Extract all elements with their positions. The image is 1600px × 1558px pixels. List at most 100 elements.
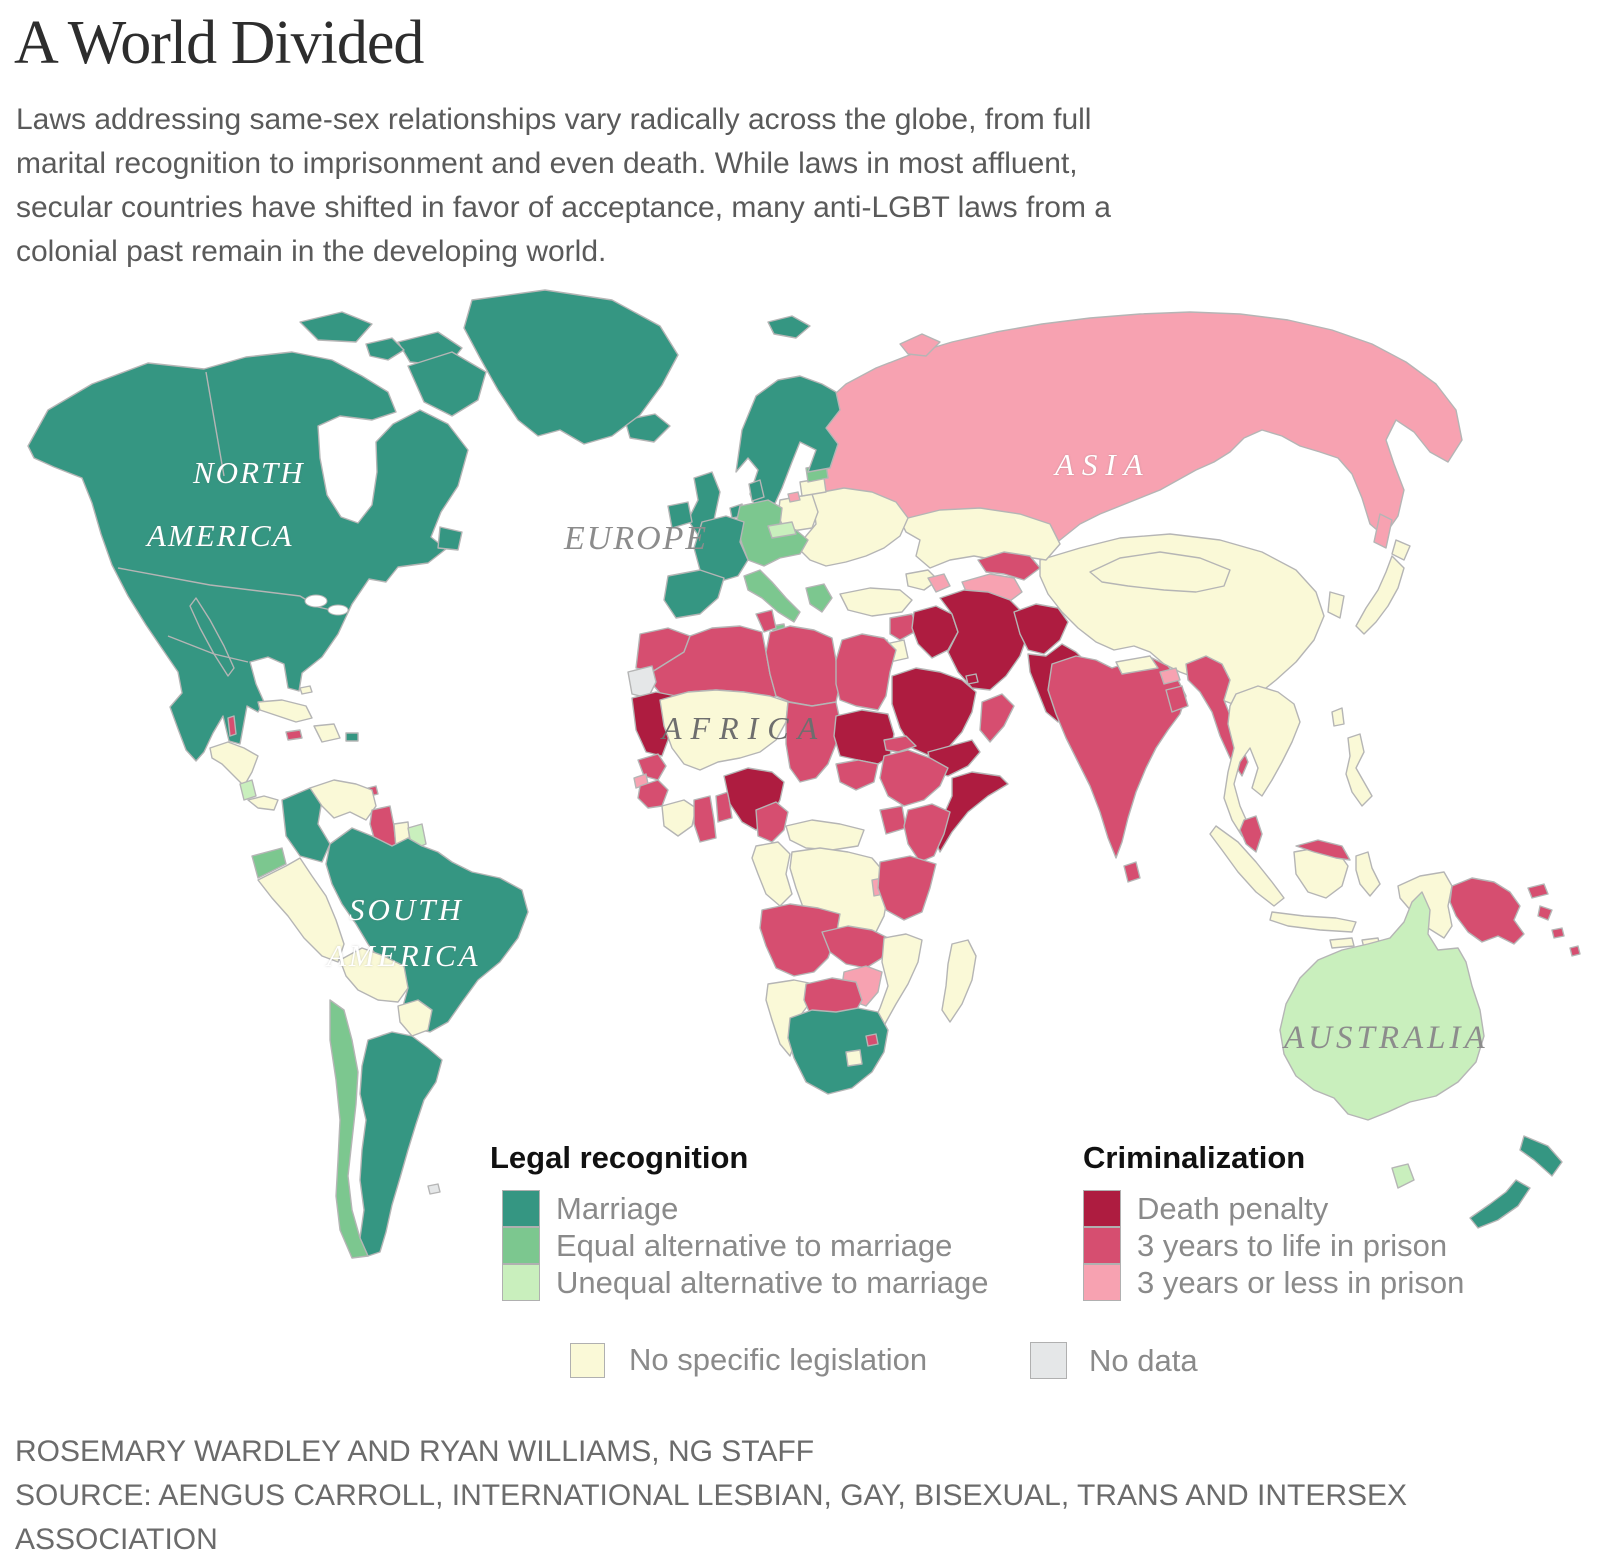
region-falklands bbox=[427, 1183, 441, 1195]
region-vanuatu bbox=[1569, 945, 1581, 957]
region-nepal bbox=[1115, 655, 1159, 675]
region-peru bbox=[257, 857, 345, 963]
region-eswatini bbox=[865, 1033, 879, 1047]
region-france bbox=[693, 515, 749, 583]
legend-item-label: Unequal alternative to marriage bbox=[556, 1264, 989, 1300]
region-turkey bbox=[839, 587, 913, 617]
legend-item-unequal-alternative: Unequal alternative to marriage bbox=[502, 1264, 989, 1301]
label-south: SOUTH bbox=[349, 892, 464, 927]
region-italy bbox=[743, 569, 801, 623]
region-malaysia-borneo bbox=[1295, 839, 1351, 861]
region-papua-new-guinea bbox=[1449, 877, 1525, 945]
death-penalty-swatch-icon bbox=[1083, 1190, 1121, 1227]
legend-item-label: No data bbox=[1089, 1342, 1198, 1378]
region-ethiopia bbox=[879, 749, 949, 807]
region-iberia bbox=[663, 569, 725, 619]
prison-life-swatch-icon bbox=[1083, 1227, 1121, 1264]
region-svalbard bbox=[767, 315, 811, 339]
label-australia: AUSTRALIA bbox=[1284, 1020, 1489, 1056]
region-bahamas bbox=[299, 685, 313, 695]
region-uzbekistan bbox=[977, 551, 1041, 581]
region-baffin-island bbox=[407, 351, 487, 417]
border-alaska-canada bbox=[205, 371, 225, 477]
region-myanmar bbox=[1185, 655, 1249, 777]
legend-item-prison-life: 3 years to life in prison bbox=[1083, 1227, 1464, 1264]
region-kaliningrad bbox=[787, 491, 801, 503]
region-sulawesi bbox=[1355, 851, 1381, 897]
region-iran bbox=[939, 589, 1029, 691]
label-north: NORTH bbox=[193, 455, 305, 490]
region-indochina bbox=[1223, 685, 1301, 837]
legend-item-prison-less: 3 years or less in prison bbox=[1083, 1264, 1464, 1301]
region-lesser-sunda-1 bbox=[1329, 937, 1355, 949]
region-japan bbox=[1355, 555, 1405, 635]
region-greece bbox=[805, 583, 833, 613]
label-asia: ASIA bbox=[1055, 447, 1151, 482]
region-madagascar bbox=[941, 939, 977, 1023]
region-lesotho bbox=[845, 1049, 863, 1067]
legend-item-label: 3 years to life in prison bbox=[1137, 1227, 1448, 1263]
region-fiji bbox=[1551, 927, 1565, 939]
region-senegal-gambia bbox=[637, 753, 667, 781]
region-north-america bbox=[27, 351, 469, 762]
region-kuwait-qatar bbox=[965, 673, 979, 685]
region-denmark bbox=[748, 479, 765, 502]
subtitle: Laws addressing same-sex relationships v… bbox=[16, 98, 1356, 274]
region-cameroon bbox=[755, 801, 789, 843]
legend-legal-title: Legal recognition bbox=[490, 1140, 749, 1175]
label-europe: EUROPE bbox=[564, 520, 709, 557]
region-philippines bbox=[1345, 733, 1373, 807]
subtitle-line: colonial past remain in the developing w… bbox=[16, 235, 607, 268]
subtitle-line: secular countries have shifted in favor … bbox=[16, 191, 1111, 224]
label-america-south: AMERICA bbox=[327, 938, 481, 973]
region-angola bbox=[759, 903, 841, 977]
legend-criminalization: Criminalization Death penalty 3 years to… bbox=[1083, 1140, 1464, 1301]
region-togo-benin bbox=[715, 791, 733, 823]
credits: ROSEMARY WARDLEY AND RYAN WILLIAMS, NG S… bbox=[15, 1430, 1575, 1558]
region-ecuador bbox=[251, 847, 287, 879]
region-libya bbox=[765, 625, 841, 707]
region-afghanistan bbox=[1013, 603, 1069, 655]
equal-alternative-swatch-icon bbox=[502, 1227, 540, 1264]
prison-less-swatch-icon bbox=[1083, 1264, 1121, 1301]
region-zambia bbox=[821, 925, 889, 969]
legend-item-death-penalty: Death penalty bbox=[1083, 1190, 1464, 1227]
region-mali-niger bbox=[659, 689, 789, 771]
region-korea bbox=[1327, 591, 1345, 619]
region-bolivia bbox=[339, 947, 409, 1003]
region-azerbaijan bbox=[927, 573, 951, 593]
region-novaya-zemlya bbox=[899, 333, 941, 357]
region-india bbox=[1047, 655, 1187, 859]
region-brazil bbox=[325, 827, 529, 1033]
region-sri-lanka bbox=[1123, 861, 1141, 883]
region-syria bbox=[889, 613, 919, 641]
credit-byline: ROSEMARY WARDLEY AND RYAN WILLIAMS, NG S… bbox=[15, 1435, 815, 1468]
region-malaysia-peninsula bbox=[1239, 815, 1263, 853]
region-arctic-islands-1 bbox=[299, 311, 373, 343]
region-south-sudan bbox=[835, 759, 879, 791]
legend-item-equal-alternative: Equal alternative to marriage bbox=[502, 1227, 989, 1264]
region-puerto-rico bbox=[345, 732, 359, 742]
legend-item-label: No specific legislation bbox=[629, 1342, 928, 1377]
region-newfoundland bbox=[437, 526, 463, 551]
no-legislation-swatch-icon bbox=[570, 1342, 605, 1378]
page-title: A World Divided bbox=[14, 9, 424, 77]
legend-item-label: 3 years or less in prison bbox=[1137, 1264, 1465, 1300]
great-lakes-west bbox=[304, 594, 328, 608]
region-kenya bbox=[903, 803, 951, 863]
label-america-north: AMERICA bbox=[147, 518, 294, 553]
region-caucasus bbox=[905, 569, 939, 591]
region-eritrea-djibouti bbox=[883, 735, 917, 753]
region-greenland bbox=[463, 289, 679, 445]
region-tasmania bbox=[1391, 1163, 1415, 1189]
region-iraq bbox=[911, 605, 959, 659]
no-data-swatch-icon bbox=[1030, 1342, 1067, 1379]
region-panama bbox=[247, 795, 279, 811]
region-ivory-coast bbox=[661, 799, 697, 837]
region-saudi-arabia bbox=[891, 667, 977, 757]
region-tunisia bbox=[755, 609, 777, 633]
region-jamaica bbox=[285, 729, 303, 741]
region-south-africa bbox=[787, 1007, 889, 1095]
